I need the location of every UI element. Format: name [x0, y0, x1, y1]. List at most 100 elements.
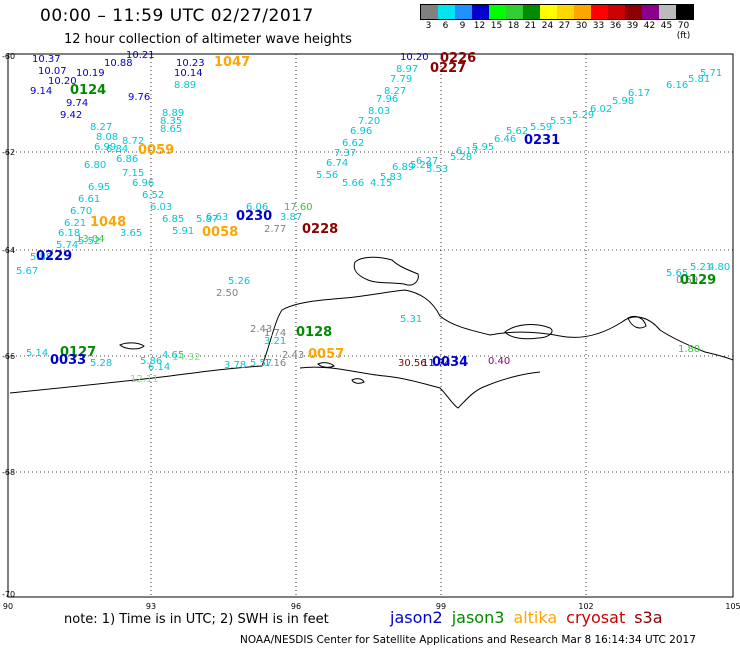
track-marker-altika: 1047 — [214, 55, 250, 70]
track-marker-altika: 0059 — [138, 143, 174, 158]
swh-value: 10.88 — [104, 58, 133, 69]
swh-value: 5.91 — [172, 226, 194, 237]
swh-value: 5.66 — [342, 178, 364, 189]
mission-jason2: jason2 — [390, 608, 443, 627]
swh-value: 7.96 — [376, 94, 398, 105]
swh-value: 6.85 — [162, 214, 184, 225]
mission-altika: altika — [513, 608, 558, 627]
swh-value: 1.16 — [264, 358, 286, 369]
swh-value: 5.29 — [410, 160, 432, 171]
swh-value: 5.52 — [78, 236, 100, 247]
swh-value: 6.84 — [106, 144, 128, 155]
swh-value: 5.29 — [572, 110, 594, 121]
swh-value: 5.65 — [666, 268, 688, 279]
page-subtitle: 12 hour collection of altimeter wave hei… — [64, 32, 352, 47]
swh-value: 2.77 — [264, 224, 286, 235]
swh-value: 6.52 — [142, 190, 164, 201]
swh-value: 5.67 — [16, 266, 38, 277]
legend-tick: 21 — [524, 21, 537, 31]
swh-value: 6.96 — [350, 126, 372, 137]
swh-value: 9.42 — [60, 110, 82, 121]
legend-swatch — [540, 5, 557, 19]
legend-swatch — [659, 5, 676, 19]
swh-value: 10.19 — [76, 68, 105, 79]
lat-labels: -60 -62 -64 -66 -68 -70 — [2, 52, 15, 599]
swh-value: 8.03 — [368, 106, 390, 117]
swh-value: 5.57 — [250, 358, 272, 369]
swh-value: 8.89 — [162, 108, 184, 119]
legend-swatch — [472, 5, 489, 19]
swh-value: 5.14 — [26, 348, 48, 359]
lon-label: 93 — [146, 602, 156, 611]
track-marker-jason3: 0129 — [680, 273, 716, 288]
legend-tick: 3 — [425, 21, 432, 31]
swh-value: 10.20 — [48, 76, 77, 87]
track-marker-altika: 1048 — [90, 215, 126, 230]
lat-label: -64 — [2, 246, 15, 255]
swh-value: 3.21 — [264, 336, 286, 347]
swh-value: 9.76 — [128, 92, 150, 103]
legend-swatch — [608, 5, 625, 19]
swh-value: 8.89 — [174, 80, 196, 91]
ice-shelf-outline — [627, 315, 647, 329]
ice-tongue — [353, 256, 419, 286]
legend-tick: 33 — [592, 21, 605, 31]
swh-value: 5.87 — [196, 214, 218, 225]
map-grid — [8, 54, 733, 597]
lon-label: 96 — [291, 602, 301, 611]
swh-value: 7.20 — [358, 116, 380, 127]
legend-swatch — [455, 5, 472, 19]
legend-tick: 12 — [473, 21, 486, 31]
legend-tick: 27 — [558, 21, 571, 31]
swh-value: 6.21 — [64, 218, 86, 229]
legend-tick: 39 — [626, 21, 639, 31]
swh-value: 6.18 — [58, 228, 80, 239]
swh-value: 5.74 — [56, 240, 78, 251]
swh-value: 8.27 — [384, 86, 406, 97]
swh-value: 6.70 — [70, 206, 92, 217]
track-marker-altika: 0058 — [202, 225, 238, 240]
track-marker-jason3: 0128 — [296, 325, 332, 340]
swh-value: 2.43 — [282, 350, 304, 361]
swh-value: 8.08 — [96, 132, 118, 143]
swh-value: 5.98 — [612, 96, 634, 107]
swh-value: 6.61 — [78, 194, 100, 205]
swh-value: 2.50 — [216, 288, 238, 299]
swh-value: 5.31 — [400, 314, 422, 325]
small-island-2 — [351, 378, 365, 384]
track-marker-jason2: 0033 — [50, 353, 86, 368]
swh-value: 17.60 — [284, 202, 313, 213]
swh-value: 2.43 — [250, 324, 272, 335]
credit-line: NOAA/NESDIS Center for Satellite Applica… — [240, 634, 696, 646]
swh-value: 6.02 — [590, 104, 612, 115]
lon-label: 99 — [436, 602, 446, 611]
swh-value: 6.14 — [148, 362, 170, 373]
iceberg-east — [504, 324, 553, 340]
swh-value: 4.15 — [370, 178, 392, 189]
lat-label: -68 — [2, 468, 15, 477]
mission-cryosat: cryosat — [566, 608, 626, 627]
color-legend: 3 6 9 12 15 18 21 24 27 30 33 36 39 42 45 70 (ft) — [420, 4, 694, 41]
swh-value: 8.27 — [90, 122, 112, 133]
swh-value: 1.74 — [264, 328, 286, 339]
swh-value: 6.16 — [666, 80, 688, 91]
lat-label: -66 — [2, 352, 15, 361]
track-marker-jason2: 0230 — [236, 209, 272, 224]
swh-value: 6.17 — [456, 146, 478, 157]
coastline — [9, 256, 734, 409]
mission-legend: jason2 jason3 altika cryosat s3a — [390, 608, 672, 627]
swh-value: 13.04 — [76, 234, 105, 245]
map-frame — [7, 53, 734, 598]
legend-swatch — [523, 5, 540, 19]
swh-value: 5.53 — [550, 116, 572, 127]
lon-labels: 90 93 96 99 102 105 — [3, 602, 740, 611]
legend-tick: 6 — [442, 21, 449, 31]
swh-value: 12.11 — [130, 374, 159, 385]
swh-value: 8.97 — [396, 64, 418, 75]
swh-value: 6.27 — [416, 156, 438, 167]
swh-value: 10.14 — [174, 68, 203, 79]
swh-value: 5.62 — [506, 126, 528, 137]
swh-value: 6.06 — [246, 202, 268, 213]
